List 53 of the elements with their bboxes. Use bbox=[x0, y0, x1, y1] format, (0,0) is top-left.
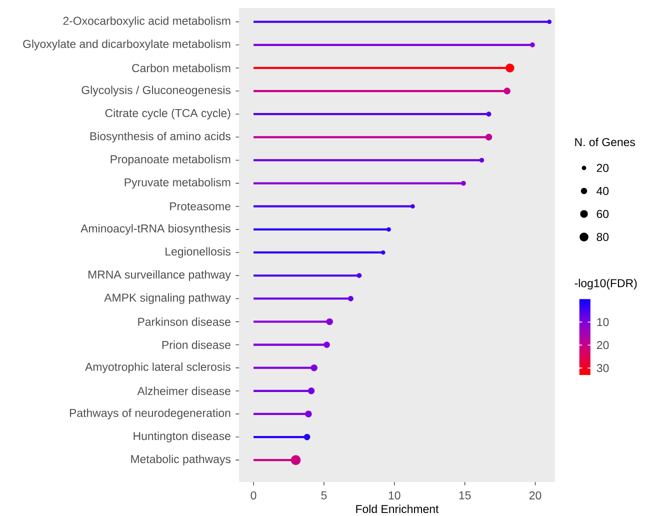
y-tick-label: Aminoacyl-tRNA biosynthesis bbox=[80, 224, 231, 235]
x-tick-label: 0 bbox=[250, 491, 256, 500]
point bbox=[304, 434, 310, 440]
y-tick-label: Parkinson disease bbox=[138, 317, 230, 326]
point bbox=[348, 296, 354, 302]
x-tick-label: 5 bbox=[321, 491, 327, 500]
point bbox=[310, 364, 318, 372]
point bbox=[410, 204, 415, 209]
point bbox=[530, 42, 535, 48]
y-tick-label: Citrate cycle (TCA cycle) bbox=[105, 108, 230, 120]
x-tick-label: 20 bbox=[529, 491, 542, 500]
point bbox=[305, 410, 312, 418]
y-tick-label: Metabolic pathways bbox=[131, 454, 231, 466]
y-tick-label: Pathways of neurodegeneration bbox=[70, 408, 230, 420]
point bbox=[326, 318, 333, 326]
point bbox=[324, 342, 330, 348]
point bbox=[486, 112, 492, 117]
color-bar-label: 20 bbox=[597, 341, 609, 350]
color-bar-label: 30 bbox=[596, 364, 609, 372]
x-axis-title: Fold Enrichment bbox=[356, 504, 439, 514]
y-tick-label: Proteasome bbox=[170, 202, 230, 210]
legend-label: 60 bbox=[596, 210, 609, 218]
x-tick-label: 15 bbox=[459, 491, 471, 500]
point bbox=[547, 20, 552, 24]
point bbox=[308, 388, 315, 394]
y-tick-label: Huntington disease bbox=[134, 432, 230, 442]
color-bar-label: 10 bbox=[597, 318, 609, 326]
legend-label: 80 bbox=[596, 232, 609, 242]
y-tick-label: Glycolysis / Gluconeogenesis bbox=[82, 86, 231, 96]
legend-title: N. of Genes bbox=[575, 138, 636, 146]
point bbox=[356, 273, 362, 278]
y-tick-label: Propanoate metabolism bbox=[110, 154, 230, 166]
point bbox=[460, 180, 466, 186]
y-tick-label: 2-Oxocarboxylic acid metabolism bbox=[63, 16, 230, 28]
point bbox=[485, 134, 492, 141]
color-bar-title: -log10(FDR) bbox=[574, 278, 637, 290]
y-tick-label: Carbon metabolism bbox=[132, 64, 230, 72]
legend-label: 40 bbox=[596, 186, 609, 196]
y-tick-label: MRNA surveillance pathway bbox=[88, 270, 231, 281]
y-tick-label: Legionellosis bbox=[166, 247, 231, 258]
point bbox=[386, 227, 391, 232]
point bbox=[380, 250, 386, 255]
legend-label: 20 bbox=[596, 164, 609, 172]
y-tick-label: Biosynthesis of amino acids bbox=[90, 132, 231, 143]
y-tick-label: Prion disease bbox=[162, 340, 230, 349]
y-tick-label: Alzheimer disease bbox=[137, 386, 230, 396]
y-tick-label: Glyoxylate and dicarboxylate metabolism bbox=[23, 40, 230, 50]
point bbox=[504, 88, 510, 94]
y-tick-label: AMPK signaling pathway bbox=[104, 293, 231, 304]
y-tick-label: Pyruvate metabolism bbox=[124, 178, 230, 189]
point bbox=[479, 158, 484, 163]
y-tick-label: Amyotrophic lateral sclerosis bbox=[85, 362, 231, 374]
x-tick-label: 10 bbox=[388, 491, 400, 500]
